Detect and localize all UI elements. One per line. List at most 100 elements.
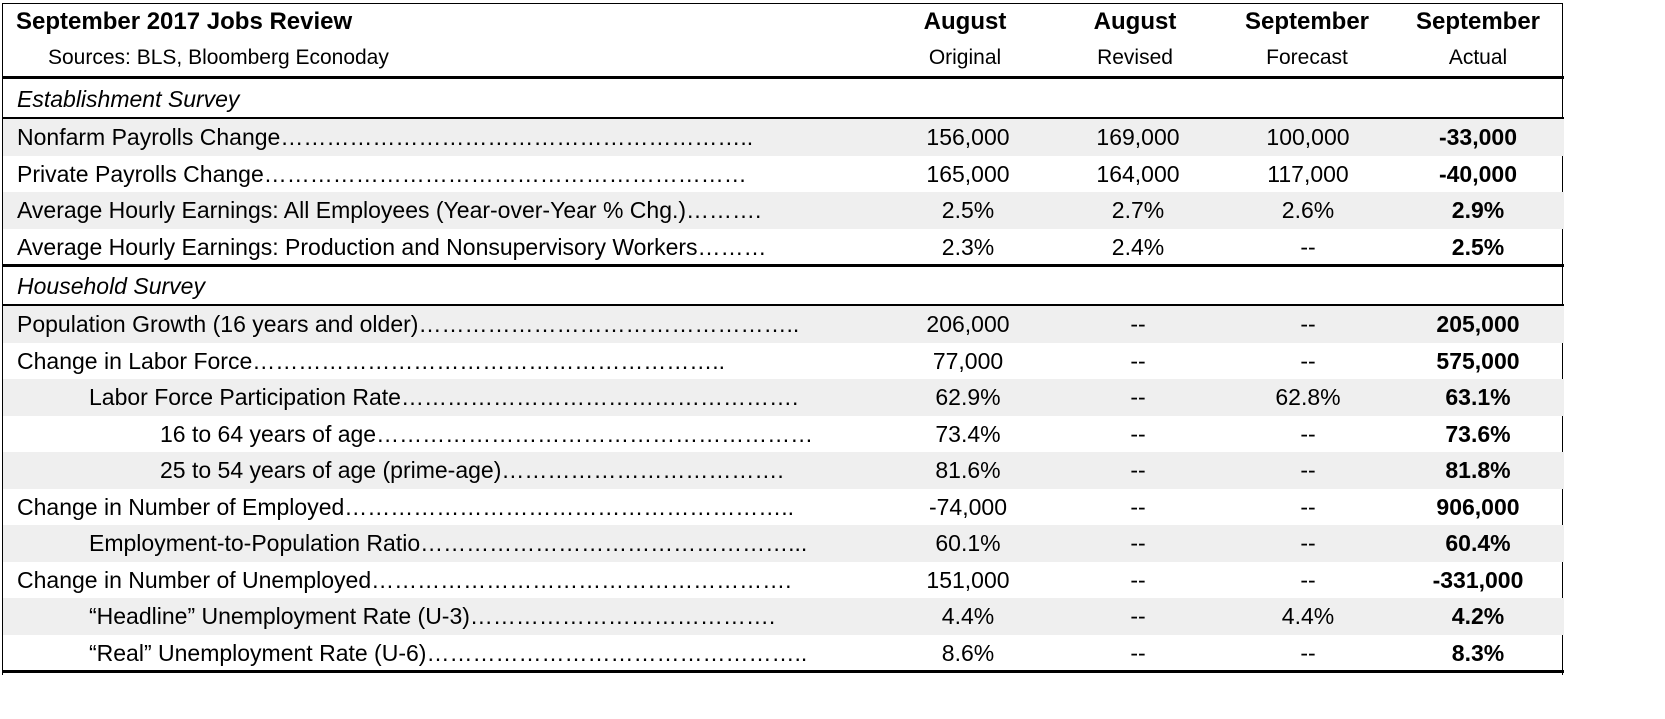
august-revised-value: -- — [1130, 384, 1146, 410]
august-original-value: 2.5% — [941, 197, 995, 223]
row-label-text: Private Payrolls Change — [17, 160, 264, 187]
table-row: Private Payrolls Change……………………………………………… — [3, 156, 1564, 193]
leader-dots: ………………………………. — [501, 457, 784, 483]
table-row: 25 to 54 years of age (prime-age)…………………… — [3, 452, 1564, 489]
table-row: Nonfarm Payrolls Change……………………………………………… — [3, 119, 1564, 156]
column-title: August — [1093, 8, 1177, 35]
september-actual-value: 2.9% — [1451, 197, 1505, 223]
column-subtitle: Forecast — [1266, 46, 1348, 69]
row-label-text: Change in Number of Employed — [17, 493, 345, 520]
leader-dots: …………………………………. — [469, 603, 776, 629]
august-revised-value: 2.4% — [1111, 233, 1165, 260]
august-revised-value: 164,000 — [1096, 160, 1180, 187]
column-subtitle: Revised — [1097, 46, 1173, 69]
row-label-text: Change in Labor Force — [17, 347, 253, 374]
row-label-text: Change in Number of Unemployed — [17, 566, 372, 593]
august-original-value: -74,000 — [928, 493, 1007, 520]
august-original-value: 206,000 — [926, 311, 1010, 337]
september-actual-value: 8.3% — [1451, 639, 1505, 666]
row-label: “Real” Unemployment Rate (U-6)…………………………… — [89, 635, 865, 672]
row-label-text: Labor Force Participation Rate — [89, 384, 401, 410]
column-title: August — [923, 8, 1007, 35]
september-forecast-value: -- — [1300, 311, 1316, 337]
table-row: Employment-to-Population Ratio…………………………… — [3, 525, 1564, 562]
august-original-value: 151,000 — [926, 566, 1010, 593]
september-actual-value: 4.2% — [1451, 603, 1505, 629]
august-original-value: 73.4% — [935, 420, 1001, 447]
leader-dots: ……………………………………………. — [400, 384, 799, 410]
august-revised-value: -- — [1130, 530, 1146, 556]
table-row: Average Hourly Earnings: All Employees (… — [3, 192, 1564, 229]
leader-dots: ………………………………………………. — [371, 566, 792, 593]
row-label: Nonfarm Payrolls Change……………………………………………… — [17, 119, 865, 156]
row-label-text: Population Growth (16 years and older) — [17, 311, 419, 337]
table-row: “Headline” Unemployment Rate (U-3)………………… — [3, 598, 1564, 635]
table-row: Average Hourly Earnings: Production and … — [3, 229, 1564, 266]
sources-note: Sources: BLS, Bloomberg Econoday — [48, 46, 389, 69]
august-original-value: 81.6% — [935, 457, 1001, 483]
august-revised-value: -- — [1130, 420, 1146, 447]
september-forecast-value: 100,000 — [1266, 124, 1350, 150]
september-forecast-value: 2.6% — [1281, 197, 1335, 223]
august-original-value: 62.9% — [935, 384, 1001, 410]
september-actual-value: 906,000 — [1436, 493, 1520, 520]
row-label-text: Average Hourly Earnings: Production and … — [17, 233, 698, 260]
august-original-value: 77,000 — [932, 347, 1004, 374]
leader-dots: ………. — [686, 197, 762, 223]
august-original-value: 2.3% — [941, 233, 995, 260]
section-title: Household Survey — [17, 273, 205, 299]
column-subtitle: Original — [928, 46, 1002, 69]
row-label: 16 to 64 years of age………………………………………………… — [160, 416, 865, 453]
section-divider — [3, 264, 1564, 267]
table-row: Change in Labor Force…………………………………………………… — [3, 343, 1564, 380]
section-household-survey: Household Survey — [3, 267, 1564, 305]
september-forecast-value: 4.4% — [1281, 603, 1335, 629]
september-actual-value: 2.5% — [1451, 233, 1505, 260]
leader-dots: ………………………………………….. — [418, 311, 800, 337]
table-row: Change in Number of Unemployed…………………………… — [3, 562, 1564, 599]
august-revised-value: -- — [1130, 347, 1146, 374]
row-label-text: “Real” Unemployment Rate (U-6) — [89, 639, 427, 666]
august-original-value: 8.6% — [941, 639, 995, 666]
september-actual-value: 63.1% — [1445, 384, 1511, 410]
september-forecast-value: -- — [1300, 233, 1316, 260]
row-label-text: Employment-to-Population Ratio — [89, 530, 421, 556]
september-forecast-value: -- — [1300, 566, 1316, 593]
september-forecast-value: -- — [1300, 347, 1316, 374]
september-forecast-value: -- — [1300, 530, 1316, 556]
section-divider — [3, 304, 1564, 306]
august-revised-value: -- — [1130, 566, 1146, 593]
leader-dots: ……… — [697, 233, 767, 260]
row-label-text: 25 to 54 years of age (prime-age) — [160, 457, 502, 483]
row-label: 25 to 54 years of age (prime-age)…………………… — [160, 452, 865, 489]
leader-dots: ……………………………………………………… — [263, 160, 747, 187]
row-label-text: Nonfarm Payrolls Change — [17, 124, 281, 150]
leader-dots: ………………………………………………… — [376, 420, 814, 447]
september-forecast-value: 117,000 — [1267, 160, 1349, 187]
table-bottom-border — [3, 670, 1564, 673]
table-row: 16 to 64 years of age…………………………………………………… — [3, 416, 1564, 453]
column-title: September — [1415, 8, 1541, 35]
september-forecast-value: -- — [1300, 420, 1316, 447]
row-label: Average Hourly Earnings: Production and … — [17, 229, 865, 266]
table-row: Change in Number of Employed………………………………… — [3, 489, 1564, 526]
september-actual-value: 205,000 — [1436, 311, 1520, 337]
row-label: Change in Number of Unemployed…………………………… — [17, 562, 865, 599]
column-title: September — [1244, 8, 1370, 35]
section-divider — [3, 117, 1564, 119]
september-actual-value: -33,000 — [1438, 124, 1517, 150]
august-revised-value: -- — [1130, 493, 1146, 520]
august-original-value: 156,000 — [926, 124, 1010, 150]
leader-dots: ………………………………………………….. — [344, 493, 795, 520]
september-actual-value: -40,000 — [1438, 160, 1517, 187]
august-revised-value: -- — [1130, 603, 1146, 629]
table-title: September 2017 Jobs Review — [16, 8, 353, 35]
september-actual-value: 81.8% — [1445, 457, 1511, 483]
august-revised-value: 169,000 — [1096, 124, 1180, 150]
leader-dots: …………………………………………………….. — [280, 124, 754, 150]
row-label: Private Payrolls Change……………………………………………… — [17, 156, 865, 193]
section-title: Establishment Survey — [17, 86, 240, 112]
september-forecast-value: -- — [1300, 639, 1316, 666]
table-row: “Real” Unemployment Rate (U-6)…………………………… — [3, 635, 1564, 672]
september-actual-value: 575,000 — [1436, 347, 1520, 374]
